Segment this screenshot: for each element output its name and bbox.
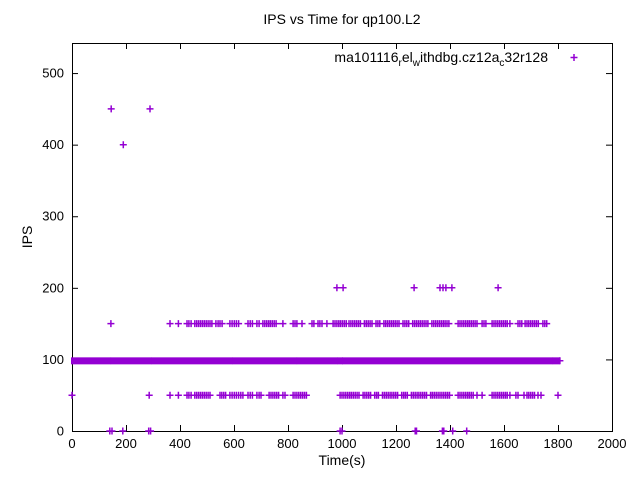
y-tick-label: 0 xyxy=(57,424,64,439)
x-tick-label: 1800 xyxy=(544,436,573,451)
series-points-y400 xyxy=(119,141,127,149)
chart-title: IPS vs Time for qp100.L2 xyxy=(263,11,421,27)
legend-text-part: el xyxy=(401,49,413,65)
legend-subscript: c xyxy=(499,57,505,69)
series-points-y98 xyxy=(556,357,564,365)
x-tick-label: 1600 xyxy=(490,436,519,451)
y-tick-label: 500 xyxy=(42,66,64,81)
y-tick-label: 400 xyxy=(42,137,64,152)
legend-subscript: w xyxy=(412,57,420,69)
x-tick-label: 0 xyxy=(68,436,75,451)
y-axis-label: IPS xyxy=(19,225,35,249)
band-segment xyxy=(552,357,560,365)
x-tick-label: 1400 xyxy=(436,436,465,451)
legend-marker-plus-icon xyxy=(570,54,578,61)
series-points-y450 xyxy=(107,105,154,113)
x-tick-label: 400 xyxy=(169,436,191,451)
series-points-y150 xyxy=(107,320,551,328)
series-points-y200 xyxy=(333,284,502,292)
y-tick-label: 300 xyxy=(42,209,64,224)
x-tick-label: 1000 xyxy=(328,436,357,451)
band-segment xyxy=(342,357,554,365)
plot-border xyxy=(72,43,613,432)
x-tick-label: 200 xyxy=(115,436,137,451)
legend-text-part: ma101116 xyxy=(334,49,399,65)
band-segment xyxy=(232,357,298,365)
legend-text-part: 32r128 xyxy=(504,49,548,65)
x-tick-label: 600 xyxy=(223,436,245,451)
x-tick-label: 800 xyxy=(277,436,299,451)
series-points-y0 xyxy=(106,427,471,435)
band-segment xyxy=(110,357,152,365)
x-tick-label: 2000 xyxy=(598,436,627,451)
x-tick-label: 1200 xyxy=(382,436,411,451)
band-segment xyxy=(71,357,112,365)
x-axis-label: Time(s) xyxy=(318,452,366,468)
legend-subscript: r xyxy=(398,57,402,69)
y-tick-label: 100 xyxy=(42,352,64,367)
legend-text-part: ithdbg.cz12a xyxy=(420,49,500,65)
band-segment xyxy=(151,357,233,365)
y-tick-label: 200 xyxy=(42,280,64,295)
series-points-y50 xyxy=(68,391,562,399)
band-segment xyxy=(296,357,338,365)
legend-label: ma101116relwithdbg.cz12ac32r128 xyxy=(200,49,548,68)
band-segment xyxy=(337,357,343,365)
